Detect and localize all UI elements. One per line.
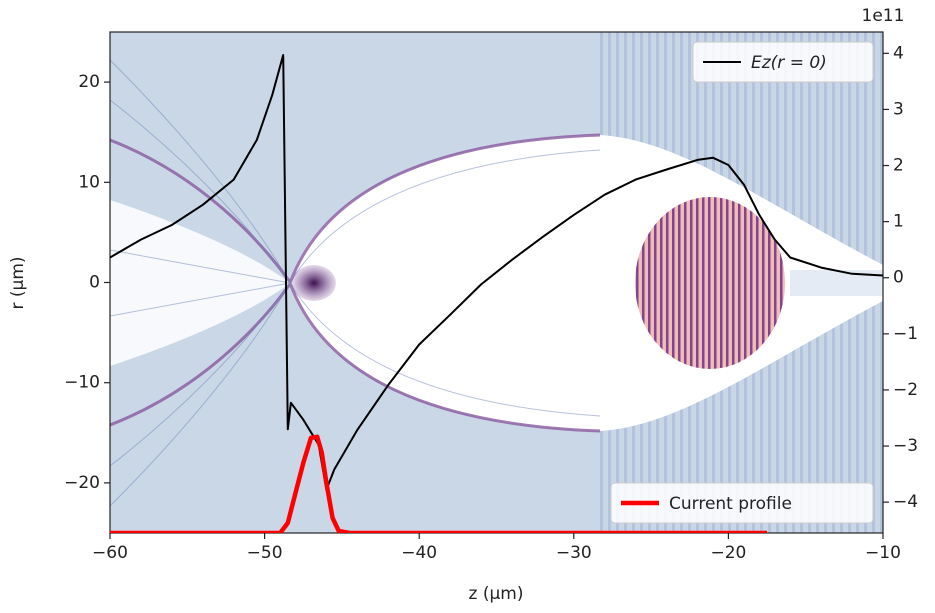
y2-tick-label: −4 xyxy=(893,492,918,512)
legend: Current profile xyxy=(610,482,874,524)
x-tick-label: −20 xyxy=(710,543,746,563)
legend-label: Ez(r = 0) xyxy=(751,53,827,73)
y2-tick-label: 0 xyxy=(893,268,904,288)
y-tick-label: 0 xyxy=(89,273,100,293)
y2-tick-label: −2 xyxy=(893,380,918,400)
x-tick-label: −10 xyxy=(865,543,901,563)
y2-tick-label: 4 xyxy=(893,43,904,63)
legend: Ez(r = 0) xyxy=(692,41,874,83)
legend-box xyxy=(610,482,874,524)
y-tick-label: −10 xyxy=(64,373,100,393)
y2-tick-label: −3 xyxy=(893,436,918,456)
y2-tick-label: 3 xyxy=(893,99,904,119)
density-map xyxy=(110,32,883,533)
legend-label: Current profile xyxy=(669,494,792,514)
y2-tick-label: 2 xyxy=(893,156,904,176)
y-tick-label: 10 xyxy=(78,172,100,192)
y2-tick-label: −1 xyxy=(893,324,918,344)
x-axis-label: z (μm) xyxy=(469,584,524,604)
x-tick-label: −60 xyxy=(92,543,128,563)
y2-offset-label: 1e11 xyxy=(862,6,905,26)
y-tick-label: −20 xyxy=(64,473,100,493)
x-tick-label: −40 xyxy=(401,543,437,563)
y-axis-label: r (μm) xyxy=(8,256,28,309)
legend-box xyxy=(692,41,874,83)
x-tick-label: −30 xyxy=(556,543,592,563)
series-line xyxy=(110,434,767,533)
series-line xyxy=(110,54,883,491)
y-tick-label: 20 xyxy=(78,72,100,92)
y2-tick-label: 1 xyxy=(893,212,904,232)
x-tick-label: −50 xyxy=(247,543,283,563)
